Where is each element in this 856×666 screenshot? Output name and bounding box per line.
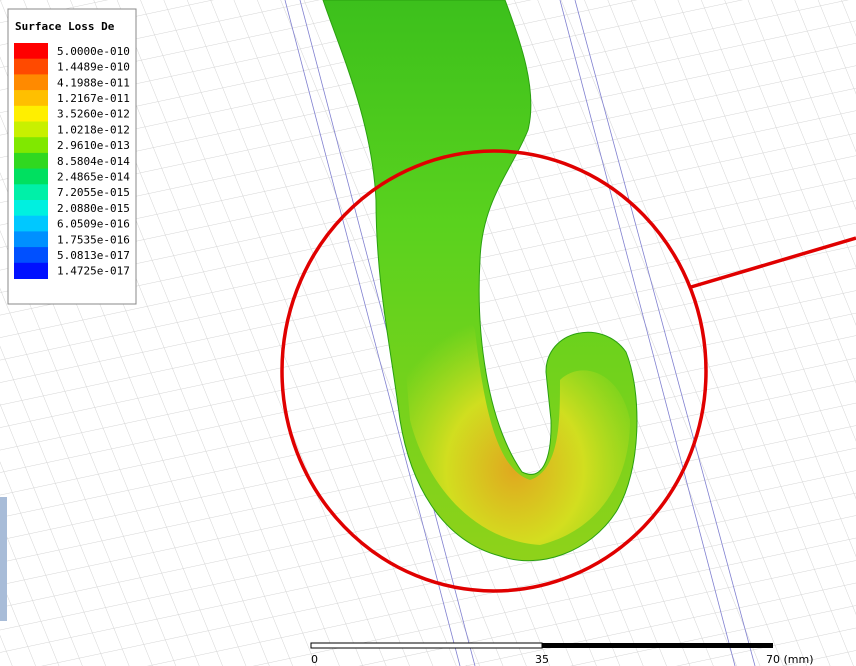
legend-label: 8.5804e-014 bbox=[57, 155, 130, 168]
legend: Surface Loss De 5.0000e-010 1.4489e-010 4.… bbox=[8, 9, 136, 304]
legend-label: 2.9610e-013 bbox=[57, 139, 130, 152]
legend-swatch bbox=[14, 184, 48, 200]
legend-title: Surface Loss De bbox=[15, 20, 115, 33]
legend-swatch bbox=[14, 59, 48, 75]
legend-swatch bbox=[14, 122, 48, 138]
legend-swatch bbox=[14, 74, 48, 90]
legend-swatch bbox=[14, 216, 48, 232]
legend-label: 6.0509e-016 bbox=[57, 218, 130, 231]
legend-swatch bbox=[14, 169, 48, 185]
legend-swatch bbox=[14, 106, 48, 122]
scale-label: 70 (mm) bbox=[766, 653, 814, 666]
legend-swatch bbox=[14, 231, 48, 247]
legend-swatch bbox=[14, 263, 48, 279]
legend-swatch bbox=[14, 153, 48, 169]
legend-label: 1.4489e-010 bbox=[57, 61, 130, 74]
viewport: Surface Loss De 5.0000e-010 1.4489e-010 4.… bbox=[0, 0, 856, 666]
legend-swatch bbox=[14, 200, 48, 216]
legend-label: 1.2167e-011 bbox=[57, 92, 130, 105]
legend-label: 4.1988e-011 bbox=[57, 76, 130, 89]
legend-swatch bbox=[14, 43, 48, 59]
legend-label: 3.5260e-012 bbox=[57, 108, 130, 121]
legend-swatch bbox=[14, 137, 48, 153]
legend-label: 7.2055e-015 bbox=[57, 186, 130, 199]
scale-segment bbox=[542, 643, 773, 648]
legend-swatch bbox=[14, 247, 48, 263]
scale-label: 35 bbox=[535, 653, 549, 666]
legend-label: 2.4865e-014 bbox=[57, 170, 130, 183]
legend-label: 2.0880e-015 bbox=[57, 202, 130, 215]
legend-label: 1.4725e-017 bbox=[57, 265, 130, 278]
legend-label: 5.0813e-017 bbox=[57, 249, 130, 262]
legend-label: 1.0218e-012 bbox=[57, 123, 130, 136]
legend-swatch bbox=[14, 90, 48, 106]
legend-label: 1.7535e-016 bbox=[57, 233, 130, 246]
scale-label: 0 bbox=[311, 653, 318, 666]
side-tab bbox=[0, 497, 7, 621]
scale-segment bbox=[311, 643, 542, 648]
legend-label: 5.0000e-010 bbox=[57, 45, 130, 58]
